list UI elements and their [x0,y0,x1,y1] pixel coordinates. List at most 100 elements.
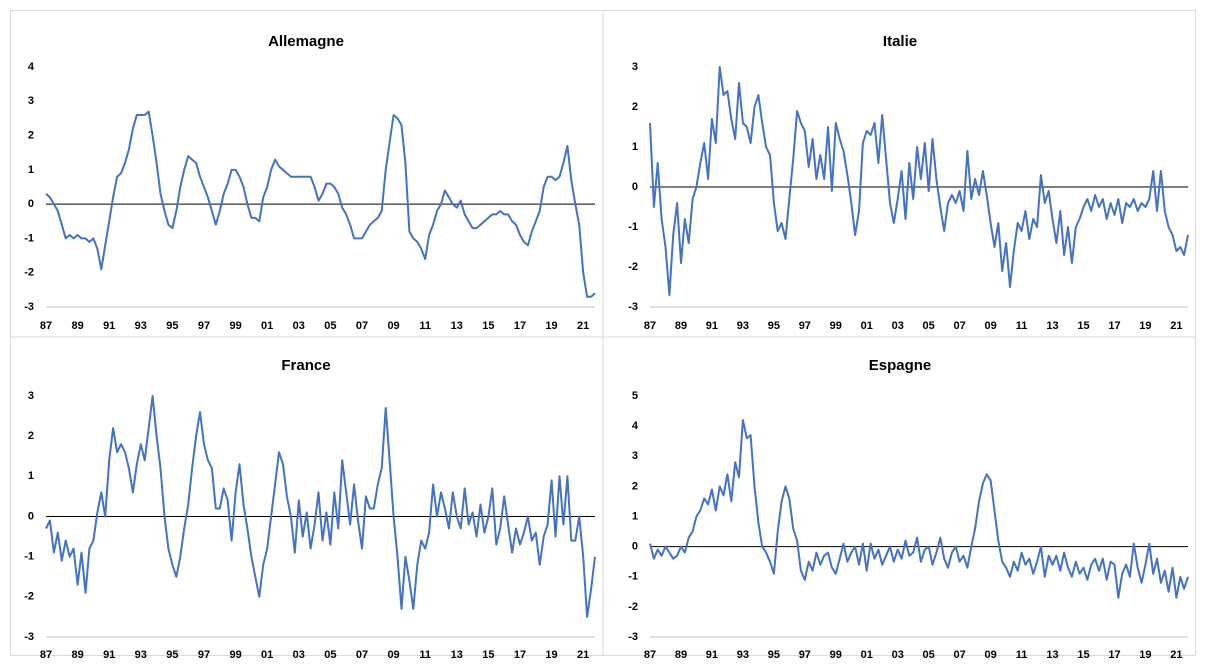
y-tick-label: -3 [628,301,638,313]
x-tick-label: 91 [103,649,115,661]
chart-title: France [281,357,330,374]
x-tick-label: 03 [892,649,904,661]
x-tick-label: 11 [419,320,431,332]
x-tick-label: 15 [482,649,494,661]
x-tick-label: 19 [545,649,557,661]
x-tick-label: 97 [198,649,210,661]
x-tick-label: 99 [830,649,842,661]
y-tick-label: 3 [632,61,638,73]
y-tick-label: -2 [628,601,638,613]
x-tick-label: 91 [103,320,115,332]
x-tick-label: 01 [261,320,273,332]
y-tick-label: 0 [632,181,638,193]
x-tick-label: 07 [954,649,966,661]
y-tick-label: -3 [24,301,34,313]
y-tick-label: 3 [632,450,638,462]
x-tick-label: 13 [1046,320,1058,332]
x-tick-label: 99 [229,649,241,661]
x-tick-label: 07 [954,320,966,332]
y-tick-label: -1 [24,232,34,244]
x-tick-label: 15 [1077,649,1089,661]
x-tick-label: 93 [135,320,147,332]
y-tick-label: 1 [632,510,638,522]
y-tick-label: 2 [632,480,638,492]
x-tick-label: 05 [923,320,935,332]
x-tick-label: 07 [356,320,368,332]
x-tick-label: 99 [229,320,241,332]
x-tick-label: 17 [1108,649,1120,661]
y-tick-label: -1 [628,221,638,233]
x-tick-label: 07 [356,649,368,661]
x-tick-label: 01 [861,320,873,332]
x-tick-label: 17 [1108,320,1120,332]
data-line [649,419,1189,599]
x-tick-label: 19 [1139,320,1151,332]
x-tick-label: 95 [768,649,780,661]
x-tick-label: 95 [166,649,178,661]
y-tick-label: 3 [28,95,34,107]
x-tick-label: 03 [293,649,305,661]
y-tick-label: 2 [28,129,34,141]
x-tick-label: 13 [451,649,463,661]
y-tick-label: -3 [24,631,34,643]
x-tick-label: 95 [166,320,178,332]
x-tick-label: 09 [387,649,399,661]
x-tick-label: 21 [577,649,589,661]
x-tick-label: 09 [387,320,399,332]
x-tick-label: 11 [419,649,431,661]
x-tick-label: 21 [1170,320,1182,332]
x-tick-label: 05 [923,649,935,661]
x-tick-label: 93 [135,649,147,661]
chart-title: Espagne [869,357,932,374]
x-tick-label: 03 [892,320,904,332]
x-tick-label: 93 [737,649,749,661]
x-tick-label: 89 [675,320,687,332]
y-tick-label: 1 [632,141,638,153]
x-tick-label: 01 [861,649,873,661]
x-tick-label: 97 [198,320,210,332]
y-tick-label: 1 [28,164,34,176]
data-line [45,110,596,298]
x-tick-label: 15 [482,320,494,332]
data-line [649,66,1189,296]
y-tick-label: 4 [632,420,639,432]
x-tick-label: 03 [293,320,305,332]
y-tick-label: -2 [24,591,34,603]
x-tick-label: 87 [644,320,656,332]
x-tick-label: 05 [324,320,336,332]
chart-title: Italie [883,33,917,50]
x-tick-label: 11 [1016,320,1028,332]
x-tick-label: 17 [514,320,526,332]
y-tick-label: 0 [28,198,34,210]
x-tick-label: 11 [1016,649,1028,661]
x-tick-label: 89 [71,320,83,332]
x-tick-label: 87 [644,649,656,661]
y-tick-label: 0 [632,541,638,553]
y-tick-label: 2 [28,430,34,442]
x-tick-label: 91 [706,320,718,332]
y-tick-label: 1 [28,470,34,482]
data-line [45,395,596,618]
x-tick-label: 21 [577,320,589,332]
x-tick-label: 01 [261,649,273,661]
x-tick-label: 91 [706,649,718,661]
y-tick-label: -1 [24,551,34,563]
x-tick-label: 89 [675,649,687,661]
x-tick-label: 05 [324,649,336,661]
y-tick-label: 4 [28,61,35,73]
x-tick-label: 13 [1046,649,1058,661]
x-tick-label: 93 [737,320,749,332]
x-tick-label: 17 [514,649,526,661]
x-tick-label: 15 [1077,320,1089,332]
chart-title: Allemagne [268,33,344,50]
x-tick-label: 95 [768,320,780,332]
x-tick-label: 21 [1170,649,1182,661]
x-tick-label: 99 [830,320,842,332]
x-tick-label: 87 [40,320,52,332]
y-tick-label: 0 [28,510,34,522]
x-tick-label: 19 [545,320,557,332]
y-tick-label: 2 [632,101,638,113]
x-tick-label: 09 [984,320,996,332]
